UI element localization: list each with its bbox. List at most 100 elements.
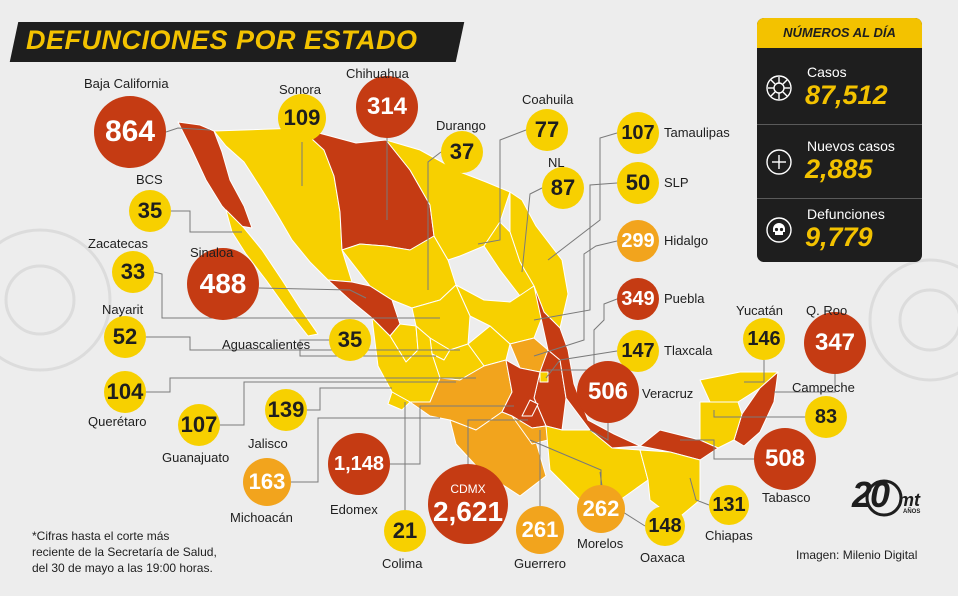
leader-line-tlaxcala [545,350,618,379]
state-value: 33 [120,259,146,284]
stat-value: 9,779 [805,222,873,252]
state-value: 139 [267,397,305,422]
state-bubble-sonora: 109 [278,94,326,142]
leader-line-aguascalientes [299,339,436,357]
state-label: Coahuila [522,92,574,107]
state-label: Veracruz [642,386,694,401]
state-value: 148 [648,515,682,537]
state-cdmx [521,399,539,417]
state-bubble-guanajuato: 107 [178,404,220,446]
leader-line-hidalgo [533,240,618,357]
state-bubble-baja-california: 864 [94,96,166,168]
logo-brand: mt [898,490,920,510]
state-value: 347 [814,329,856,356]
state-bubble-jalisco: 139 [265,389,307,431]
state-label: SLP [664,175,689,190]
state-value: 864 [104,115,156,148]
state-baja-california [177,121,253,229]
state-bubble-q-roo: 347 [804,312,866,374]
state-bubble-coahuila: 77 [526,109,568,151]
state-label: Jalisco [248,436,288,451]
state-label: Morelos [577,536,624,551]
image-credit: Imagen: Milenio Digital [796,548,918,562]
state-bubble-puebla: 349 [617,278,659,320]
state-bubble-slp: 50 [617,162,659,204]
stat-label: Defunciones [807,206,885,222]
logo-sub: AÑOS [903,509,921,515]
state-value: 52 [112,324,138,349]
state-value: 262 [582,496,620,521]
state-label: Q. Roo [806,303,848,318]
state-label: Campeche [792,380,855,395]
state-bubble-michoacan: 163 [243,458,291,506]
state-bubble-bcs: 35 [129,190,171,232]
state-bubble-tabasco: 508 [754,428,816,490]
leader-line-nl [521,187,543,273]
state-bubble-zacatecas: 33 [112,251,154,293]
state-value: 349 [621,288,655,310]
state-label: Chiapas [705,528,753,543]
state-bubble-chiapas: 131 [709,485,749,525]
leader-line-q-roo [774,374,836,393]
state-value: 83 [814,406,838,428]
state-value: 107 [180,412,218,437]
state-label: Edomex [330,502,378,517]
stat-deaths: Defunciones 9,779 [757,204,922,264]
state-bubble-veracruz: 506 [577,361,639,423]
state-value: 146 [747,328,781,350]
state-value: 77 [534,117,560,142]
footnote: *Cifras hasta el corte más reciente de l… [32,529,217,575]
state-value: 2,621 [432,495,504,527]
state-value: 314 [366,93,408,120]
state-value: 163 [248,469,286,494]
state-bubble-durango: 37 [441,131,483,173]
state-label: Yucatán [736,303,783,318]
state-value: 508 [764,445,806,472]
state-label: Colima [382,556,423,571]
state-value: 109 [283,105,321,130]
stat-label: Nuevos casos [807,138,895,154]
state-value: 104 [106,379,144,404]
state-value: 261 [521,517,559,542]
leader-line-guanajuato [220,381,456,426]
state-bubble-oaxaca: 148 [645,506,685,546]
state-value: 147 [621,340,655,362]
state-label: NL [548,155,565,170]
state-bubble-nayarit: 52 [104,316,146,358]
state-value: 35 [137,198,163,223]
state-value: 37 [449,139,475,164]
state-bubble-campeche: 83 [805,396,847,438]
state-label: Michoacán [230,510,293,525]
leader-line-bcs [171,210,242,233]
state-bubble-edomex: 1,148 [328,433,390,495]
state-label: Querétaro [88,414,147,429]
leader-line-jalisco [307,387,392,411]
state-label: CDMX [450,481,486,496]
state-value: 21 [392,518,418,543]
state-value: 488 [199,268,247,299]
state-bubble-yucatan: 146 [743,318,785,360]
virus-icon [766,75,792,101]
state-chiapas [639,449,701,521]
state-label: Tabasco [762,490,811,505]
state-value: 50 [625,170,651,195]
leader-line-yucatan [744,360,765,383]
state-label: Tlaxcala [664,343,713,358]
leader-line-michoacan [291,417,440,483]
state-label: Baja California [84,76,169,91]
logo-number: 20 [852,474,890,515]
leader-line-baja-california [165,127,211,133]
state-value: 35 [337,327,363,352]
leader-line-nayarit [146,336,460,351]
milenio-20-anos-logo [865,479,903,517]
stat-cases: Casos 87,512 [757,62,922,122]
stat-value: 87,512 [805,80,888,110]
stat-new-cases: Nuevos casos 2,885 [757,136,922,196]
state-bubble-chihuahua: 314 [356,76,418,138]
state-label: Aguascalientes [222,337,311,352]
state-value: 131 [712,494,746,516]
leader-line-campeche [713,410,805,418]
